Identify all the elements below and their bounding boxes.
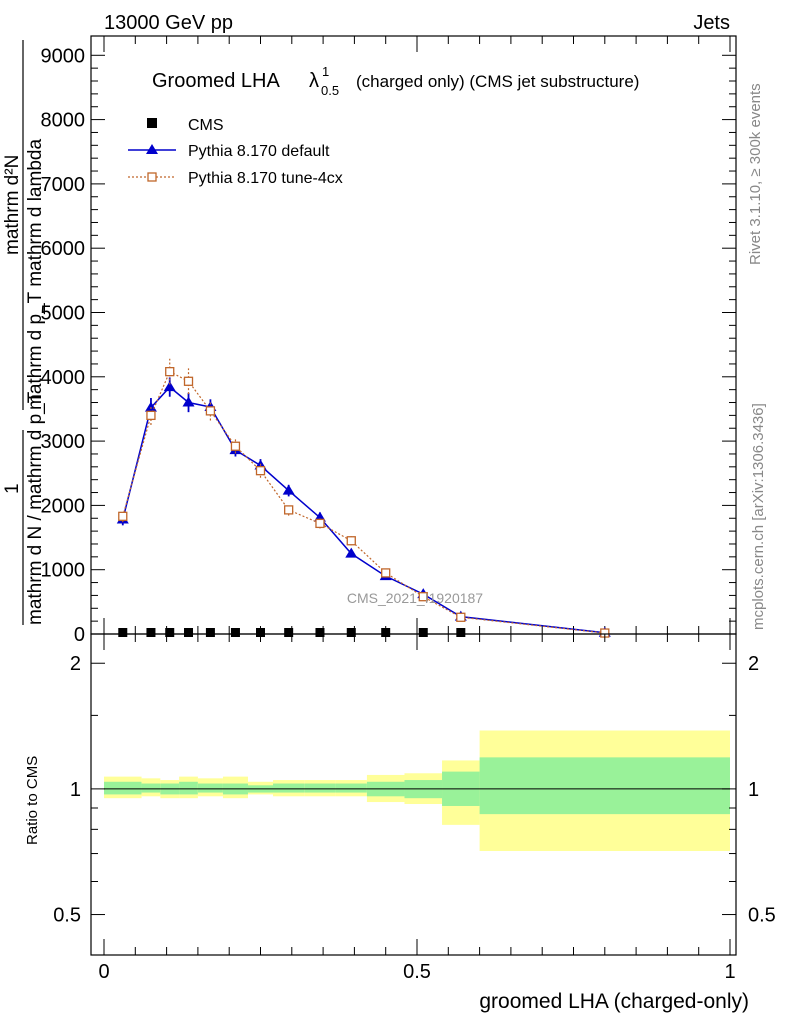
main-y-tick-label: 9000 bbox=[41, 45, 86, 67]
main-y-tick-label: 5000 bbox=[41, 302, 86, 324]
cms-data-point bbox=[256, 628, 265, 637]
pythia-tune-point bbox=[205, 406, 216, 416]
ratio-inner-band bbox=[104, 781, 142, 795]
pythia-default-point bbox=[163, 381, 176, 392]
cms-data-point bbox=[118, 628, 128, 637]
pythia-default-point bbox=[182, 396, 195, 407]
ratio-inner-band bbox=[141, 783, 161, 793]
ratio-inner-band bbox=[179, 781, 198, 795]
title-subscript: 0.5 bbox=[321, 83, 339, 98]
ratio-y-tick-label: 1 bbox=[70, 779, 81, 801]
title-superscript: 1 bbox=[322, 64, 329, 79]
title-suffix: (charged only) (CMS jet substructure) bbox=[356, 72, 639, 91]
ratio-inner-band bbox=[273, 783, 305, 793]
pythia-default-point bbox=[345, 547, 358, 558]
main-y-tick-label: 3000 bbox=[41, 431, 86, 453]
beam-label: 13000 GeV pp bbox=[104, 12, 233, 34]
ratio-panel: 0.5 0.5 1 1 2 2 0 0.5 1 bbox=[53, 633, 776, 983]
main-y-axis-label: mathrm d N / mathrm d p_T 1 mathrm d p_T… bbox=[2, 40, 46, 625]
pythia-default-point bbox=[144, 401, 157, 412]
main-series bbox=[116, 358, 611, 638]
pythia-tune-line bbox=[122, 370, 605, 634]
cms-data-point bbox=[184, 628, 194, 637]
legend-marker-tune bbox=[147, 172, 157, 182]
cms-data-point bbox=[456, 628, 466, 637]
ratio-inner-band bbox=[197, 783, 223, 793]
ratio-y-tick-label: 0.5 bbox=[53, 905, 81, 927]
ratio-inner-band bbox=[479, 757, 730, 815]
pythia-tune-point bbox=[456, 612, 466, 622]
ratio-inner-band bbox=[304, 783, 336, 793]
pythia-default-point bbox=[282, 484, 295, 495]
legend: CMS Pythia 8.170 default Pythia 8.170 tu… bbox=[128, 117, 343, 187]
pythia-tune-point bbox=[146, 410, 156, 421]
cms-data-point bbox=[418, 628, 428, 637]
x-tick-label: 0 bbox=[98, 961, 109, 983]
cms-data-point bbox=[381, 628, 391, 637]
pythia-tune-point bbox=[255, 466, 266, 476]
ratio-y-tick-label: 2 bbox=[70, 653, 81, 675]
y-label-top: mathrm d²N bbox=[2, 155, 23, 255]
ratio-bands bbox=[104, 730, 730, 851]
cms-data-point bbox=[284, 628, 294, 637]
title-symbol: λ bbox=[309, 70, 319, 92]
cms-data-point bbox=[315, 628, 325, 637]
cms-data-point bbox=[230, 628, 240, 637]
ratio-y-axis-label: Ratio to CMS bbox=[24, 756, 41, 845]
pythia-tune-point bbox=[118, 511, 128, 521]
main-y-tick-label: 1000 bbox=[41, 560, 86, 582]
pythia-tune-point bbox=[230, 441, 241, 451]
ratio-y-tick-label-right: 1 bbox=[748, 779, 759, 801]
pythia-tune-point bbox=[381, 568, 391, 578]
title-main: Groomed LHA bbox=[152, 70, 280, 92]
cms-data-point bbox=[346, 628, 356, 637]
main-panel: 0 1000 2000 3000 4000 5000 6000 7000 8000 9000 bbox=[41, 35, 737, 646]
pythia-tune-point bbox=[346, 536, 356, 546]
main-y-tick-label: 7000 bbox=[41, 174, 86, 196]
legend-marker-cms bbox=[147, 118, 157, 128]
pythia-tune-point bbox=[284, 505, 294, 515]
rivet-label: Rivet 3.1.10, ≥ 300k events bbox=[747, 83, 764, 265]
pythia-tune-point bbox=[315, 518, 325, 529]
legend-label-cms: CMS bbox=[188, 117, 224, 134]
y-label-prefix-num: 1 bbox=[2, 483, 23, 494]
main-y-tick-label: 6000 bbox=[41, 238, 86, 260]
legend-label-tune: Pythia 8.170 tune-4cx bbox=[188, 170, 343, 187]
cms-data-point bbox=[205, 628, 215, 637]
ratio-inner-band bbox=[335, 783, 367, 793]
cms-data-point bbox=[146, 628, 156, 637]
main-y-tick-label: 0 bbox=[74, 624, 85, 646]
process-label: Jets bbox=[693, 12, 730, 34]
mcplots-label: mcplots.cern.ch [arXiv:1306.3436] bbox=[750, 403, 767, 630]
main-y-tick-label: 4000 bbox=[41, 367, 86, 389]
ratio-y-tick-label-right: 0.5 bbox=[748, 905, 776, 927]
pythia-tune-point bbox=[418, 592, 428, 602]
y-label-prefix-den: mathrm d N / mathrm d p_T bbox=[25, 391, 46, 625]
ratio-y-tick-label-right: 2 bbox=[748, 653, 759, 675]
main-y-tick-label: 2000 bbox=[41, 495, 86, 517]
ratio-frame bbox=[90, 633, 737, 956]
pythia-tune-point bbox=[165, 367, 175, 377]
legend-marker-default bbox=[146, 144, 158, 154]
plot-title: Groomed LHA λ 1 0.5 (charged only) (CMS … bbox=[152, 64, 639, 98]
x-axis-label: groomed LHA (charged-only) bbox=[479, 990, 749, 1013]
main-y-tick-label: 8000 bbox=[41, 110, 86, 132]
pythia-tune-point bbox=[183, 376, 194, 386]
cms-data-point bbox=[165, 628, 175, 637]
analysis-watermark: CMS_2021_I1920187 bbox=[347, 590, 483, 606]
y-label-bottom: mathrm d p_T mathrm d lambda bbox=[25, 139, 46, 410]
legend-label-default: Pythia 8.170 default bbox=[188, 143, 330, 160]
x-tick-label: 0.5 bbox=[403, 961, 431, 983]
x-tick-label: 1 bbox=[724, 961, 735, 983]
